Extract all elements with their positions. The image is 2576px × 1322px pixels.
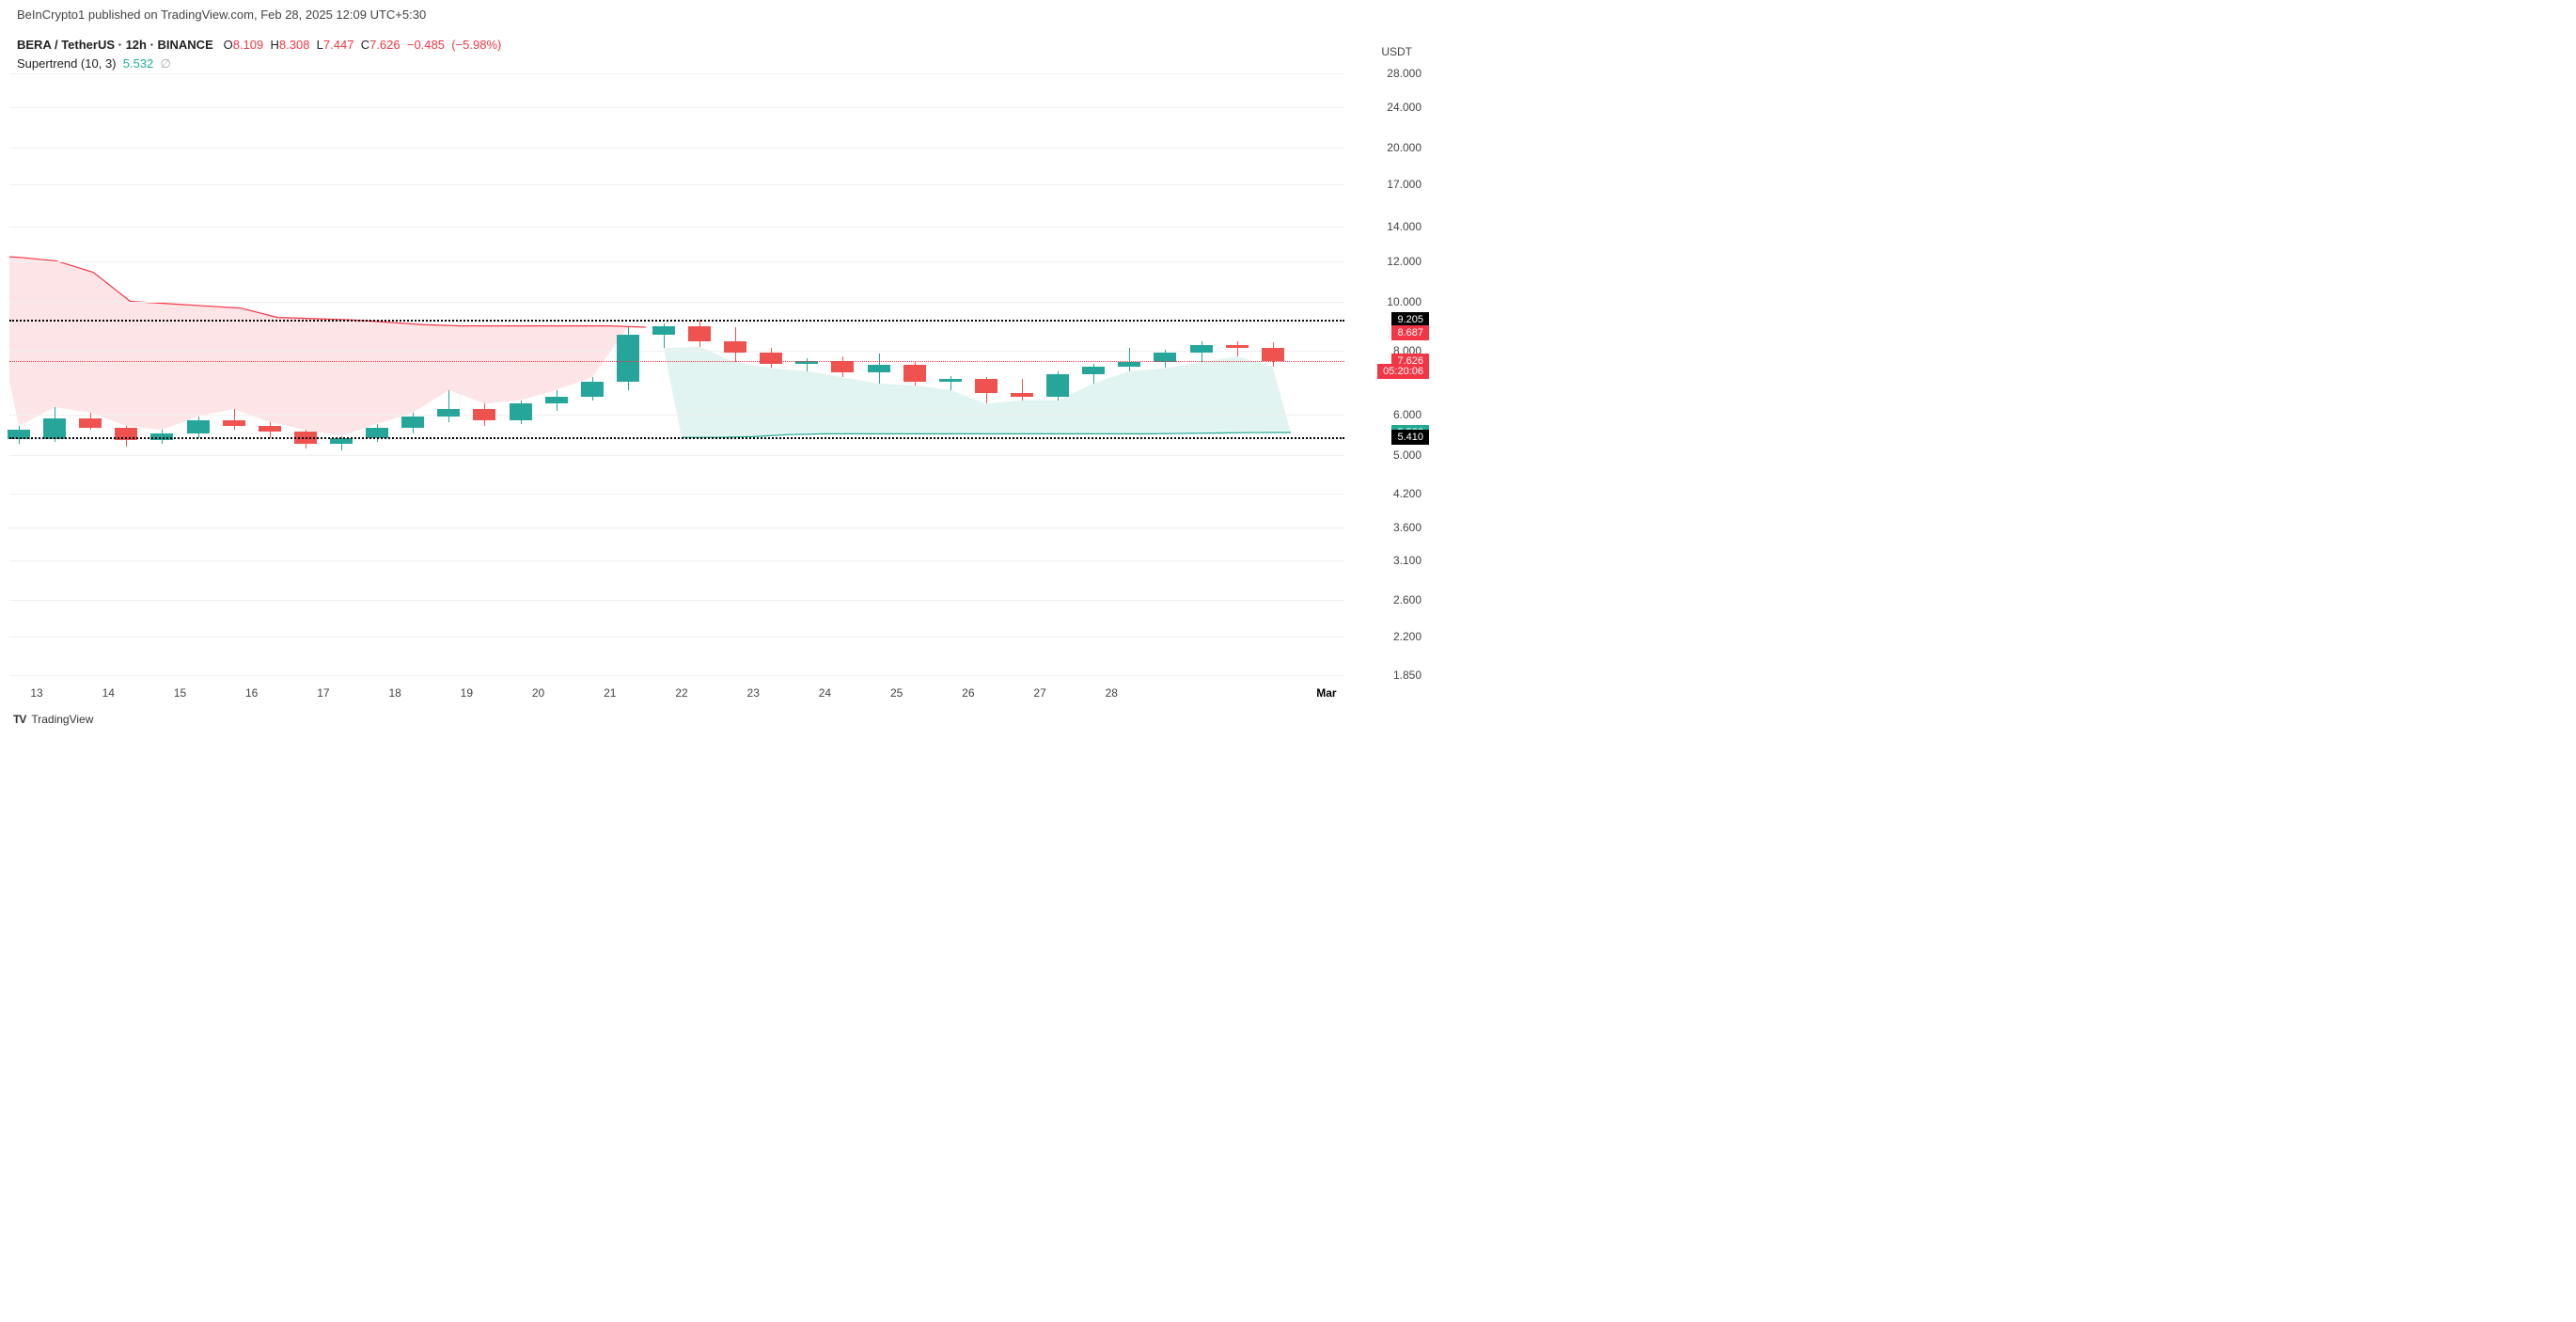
- candle-body: [259, 426, 281, 432]
- candle-body: [652, 326, 675, 335]
- y-tick-label: 14.000: [1387, 220, 1422, 233]
- candle-body: [724, 341, 746, 353]
- candle-body: [366, 428, 388, 438]
- gridline: [9, 184, 1344, 185]
- y-tick-label: 24.000: [1387, 101, 1422, 114]
- gridline: [9, 148, 1344, 149]
- x-tick-label: 20: [532, 686, 544, 700]
- y-tick-label: 5.000: [1393, 449, 1422, 462]
- y-tick-label: 28.000: [1387, 67, 1422, 80]
- gridline: [9, 227, 1344, 228]
- x-tick-label: 17: [317, 686, 329, 700]
- candle-body: [831, 361, 854, 373]
- candle-body: [473, 409, 495, 420]
- price-tag: 05:20:06: [1377, 364, 1429, 379]
- x-tick-label: 21: [604, 686, 616, 700]
- x-tick-label: 14: [102, 686, 115, 700]
- x-tick-label: 19: [461, 686, 473, 700]
- y-axis-unit: USDT: [1381, 45, 1412, 58]
- chart-container: BeInCrypto1 published on TradingView.com…: [0, 0, 1429, 733]
- tradingview-logo-icon: TV: [13, 713, 25, 726]
- gridline: [9, 560, 1344, 561]
- x-tick-label: 18: [388, 686, 401, 700]
- publish-header: BeInCrypto1 published on TradingView.com…: [17, 8, 426, 22]
- y-tick-label: 4.200: [1393, 487, 1422, 500]
- gridline: [9, 415, 1344, 416]
- chart-plot-area[interactable]: [9, 36, 1344, 694]
- gridline: [9, 600, 1344, 601]
- x-tick-label: 27: [1033, 686, 1045, 700]
- candle-body: [437, 409, 460, 417]
- candle-body: [1082, 367, 1105, 374]
- price-tag: 8.687: [1391, 325, 1429, 340]
- candle-body: [617, 335, 639, 382]
- gridline: [9, 351, 1344, 352]
- gridline: [9, 261, 1344, 262]
- x-tick-label: 26: [962, 686, 974, 700]
- candle-body: [581, 382, 604, 397]
- gridline: [9, 494, 1344, 495]
- candle-body: [1011, 393, 1033, 397]
- y-tick-label: 17.000: [1387, 178, 1422, 191]
- x-tick-label: 13: [30, 686, 42, 700]
- y-tick-label: 10.000: [1387, 295, 1422, 308]
- candle-body: [401, 417, 424, 428]
- y-axis[interactable]: USDT 28.000 24.000 20.000 17.000 14.000 12.00…: [1344, 36, 1429, 694]
- gridline: [9, 73, 1344, 74]
- x-tick-label: 22: [675, 686, 687, 700]
- candle-body: [79, 418, 102, 428]
- x-tick-label: 15: [174, 686, 186, 700]
- y-tick-label: 20.000: [1387, 141, 1422, 154]
- candle-body: [187, 420, 210, 434]
- candle-body: [1226, 345, 1249, 348]
- price-tag: 5.410: [1391, 430, 1429, 445]
- candle-body: [939, 379, 962, 382]
- gridline: [9, 675, 1344, 676]
- current-price-line: [9, 361, 1344, 362]
- candle-body: [688, 326, 711, 341]
- candle-body: [43, 418, 66, 439]
- dotted-level-line: [9, 320, 1344, 322]
- candle-body: [510, 403, 532, 419]
- gridline: [9, 527, 1344, 528]
- dotted-level-line: [9, 437, 1344, 439]
- candle-body: [975, 379, 997, 394]
- y-tick-label: 6.000: [1393, 408, 1422, 421]
- candle-wick: [1129, 348, 1130, 370]
- candle-body: [1190, 345, 1213, 352]
- x-tick-label: 28: [1106, 686, 1118, 700]
- x-tick-label: 25: [890, 686, 903, 700]
- y-tick-label: 12.000: [1387, 255, 1422, 268]
- candle-wick: [1022, 379, 1023, 401]
- gridline: [9, 107, 1344, 108]
- footer: TV TradingView: [13, 713, 93, 726]
- gridline: [9, 455, 1344, 456]
- candle-body: [1046, 374, 1069, 397]
- candle-body: [903, 365, 926, 382]
- y-tick-label: 2.200: [1393, 630, 1422, 643]
- x-axis[interactable]: 13 14 15 16 17 18 19 20 21 22 23 24 25 26 27 28 Mar: [9, 686, 1344, 705]
- candle-wick: [448, 390, 449, 422]
- y-tick-label: 3.100: [1393, 554, 1422, 567]
- candle-wick: [1237, 341, 1238, 356]
- candle-body: [868, 365, 890, 372]
- supertrend-overlay: [9, 36, 1344, 694]
- candle-body: [1118, 362, 1140, 367]
- x-tick-label: 23: [747, 686, 760, 700]
- candle-body: [223, 420, 245, 426]
- y-tick-label: 2.600: [1393, 593, 1422, 606]
- candle-wick: [950, 376, 951, 390]
- gridline: [9, 302, 1344, 303]
- x-tick-label: Mar: [1316, 686, 1336, 700]
- y-tick-label: 1.850: [1393, 669, 1422, 682]
- footer-text: TradingView: [31, 713, 93, 726]
- candle-body: [1262, 348, 1284, 361]
- x-tick-label: 24: [819, 686, 831, 700]
- publisher-text: BeInCrypto1 published on TradingView.com…: [17, 8, 426, 22]
- candle-body: [545, 397, 568, 403]
- y-tick-label: 3.600: [1393, 521, 1422, 534]
- x-tick-label: 16: [245, 686, 258, 700]
